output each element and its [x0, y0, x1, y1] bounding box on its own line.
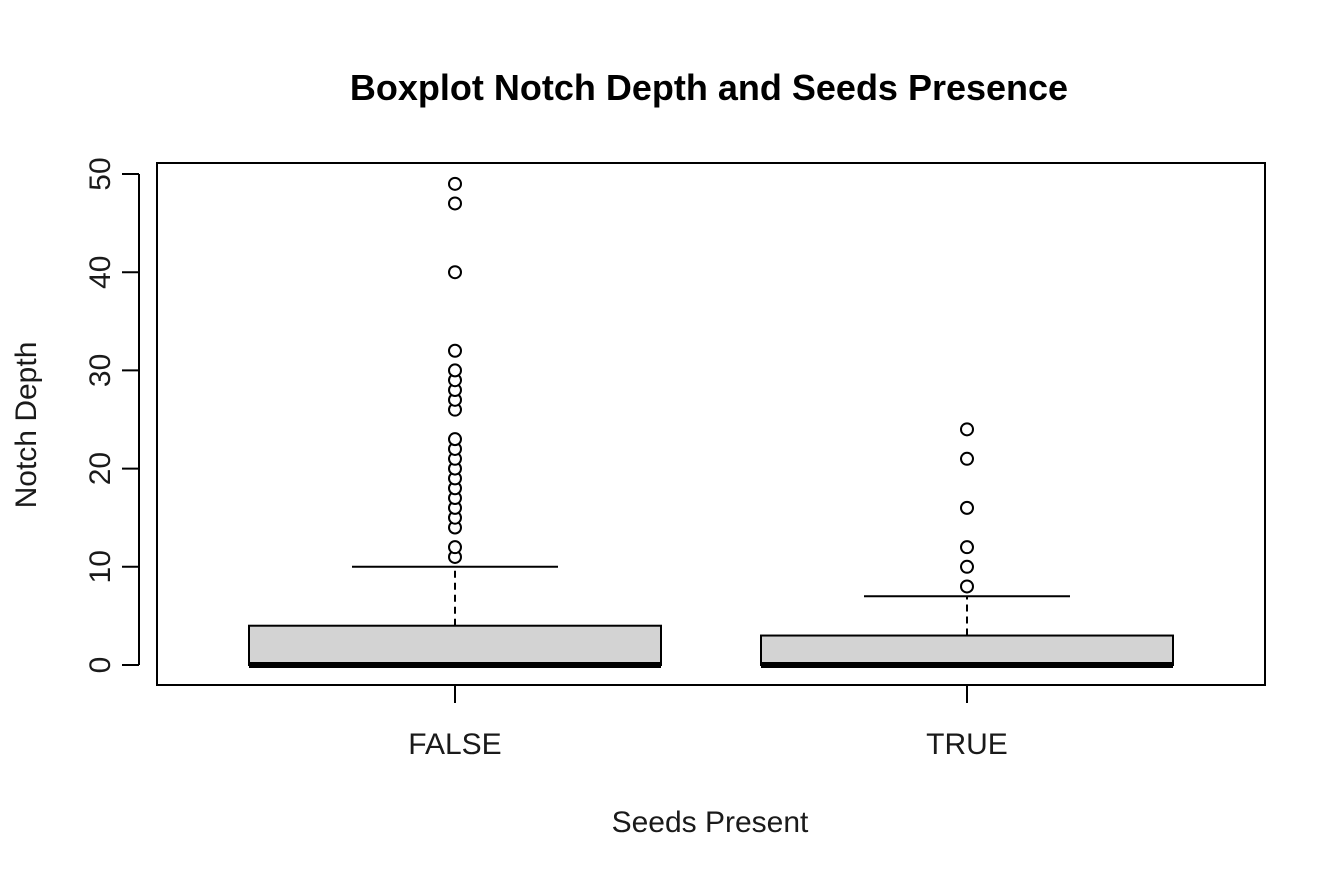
plot-frame	[156, 162, 1266, 686]
outlier-point	[448, 363, 462, 378]
y-tick-label: 50	[84, 157, 117, 190]
outlier-point	[960, 451, 974, 466]
x-tick-label: TRUE	[926, 728, 1008, 761]
outlier-point	[960, 579, 974, 594]
y-axis-label: Notch Depth	[10, 342, 43, 509]
x-axis: FALSE TRUE	[408, 685, 1008, 761]
box	[248, 624, 662, 666]
outlier-point	[448, 196, 462, 211]
box	[760, 634, 1174, 666]
y-tick-label: 0	[84, 657, 117, 674]
outlier-point	[448, 176, 462, 191]
y-tick-label: 30	[84, 354, 117, 387]
x-axis-label: Seeds Present	[612, 806, 809, 839]
y-tick-label: 40	[84, 256, 117, 289]
outlier-point	[960, 540, 974, 555]
box-group	[760, 422, 1174, 668]
outlier-point	[960, 559, 974, 574]
y-tick-label: 10	[84, 550, 117, 583]
boxes-layer	[248, 176, 1174, 668]
box-group	[248, 176, 662, 668]
outlier-point	[448, 432, 462, 447]
outlier-point	[448, 343, 462, 358]
chart-title: Boxplot Notch Depth and Seeds Presence	[350, 67, 1068, 108]
y-tick-label: 20	[84, 452, 117, 485]
outlier-point	[960, 500, 974, 515]
x-tick-label: FALSE	[408, 728, 501, 761]
outlier-point	[448, 540, 462, 555]
outlier-point	[448, 265, 462, 280]
outlier-point	[960, 422, 974, 437]
y-axis: 0 10 20 30 40 50	[84, 157, 140, 674]
